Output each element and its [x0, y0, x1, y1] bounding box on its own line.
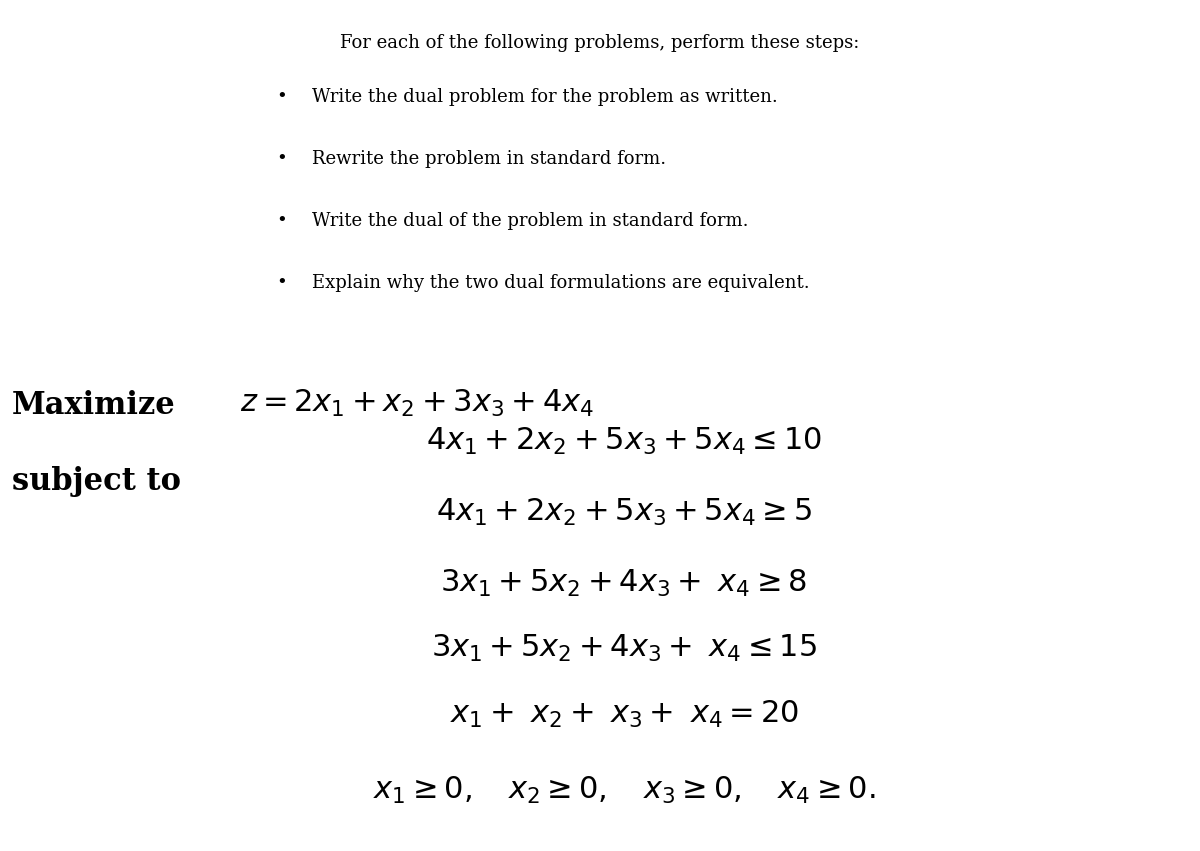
Text: $z = 2x_1 + x_2 + 3x_3 + 4x_4$: $z = 2x_1 + x_2 + 3x_3 + 4x_4$ [240, 388, 594, 419]
Text: $4x_1 + 2x_2 + 5x_3 + 5x_4 \geq 5$: $4x_1 + 2x_2 + 5x_3 + 5x_4 \geq 5$ [436, 497, 812, 528]
Text: $3x_1 + 5x_2 + 4x_3 + \ x_4 \geq 8$: $3x_1 + 5x_2 + 4x_3 + \ x_4 \geq 8$ [440, 568, 808, 598]
Text: •: • [277, 212, 287, 230]
Text: For each of the following problems, perform these steps:: For each of the following problems, perf… [341, 35, 859, 53]
Text: •: • [277, 150, 287, 168]
Text: Rewrite the problem in standard form.: Rewrite the problem in standard form. [312, 150, 666, 168]
Text: $x_1 + \ x_2 + \ x_3 + \ x_4 = 20$: $x_1 + \ x_2 + \ x_3 + \ x_4 = 20$ [450, 700, 798, 730]
Text: Write the dual problem for the problem as written.: Write the dual problem for the problem a… [312, 88, 778, 106]
Text: $x_1 \geq 0, \quad x_2 \geq 0, \quad x_3 \geq 0, \quad x_4 \geq 0.$: $x_1 \geq 0, \quad x_2 \geq 0, \quad x_3… [373, 775, 875, 806]
Text: •: • [277, 88, 287, 106]
Text: $3x_1 + 5x_2 + 4x_3 + \ x_4 \leq 15$: $3x_1 + 5x_2 + 4x_3 + \ x_4 \leq 15$ [431, 633, 817, 665]
Text: Explain why the two dual formulations are equivalent.: Explain why the two dual formulations ar… [312, 274, 810, 292]
Text: subject to: subject to [12, 466, 181, 497]
Text: •: • [277, 274, 287, 292]
Text: Write the dual of the problem in standard form.: Write the dual of the problem in standar… [312, 212, 749, 230]
Text: $4x_1 + 2x_2 + 5x_3 + 5x_4 \leq 10$: $4x_1 + 2x_2 + 5x_3 + 5x_4 \leq 10$ [426, 426, 822, 457]
Text: Maximize: Maximize [12, 391, 175, 421]
